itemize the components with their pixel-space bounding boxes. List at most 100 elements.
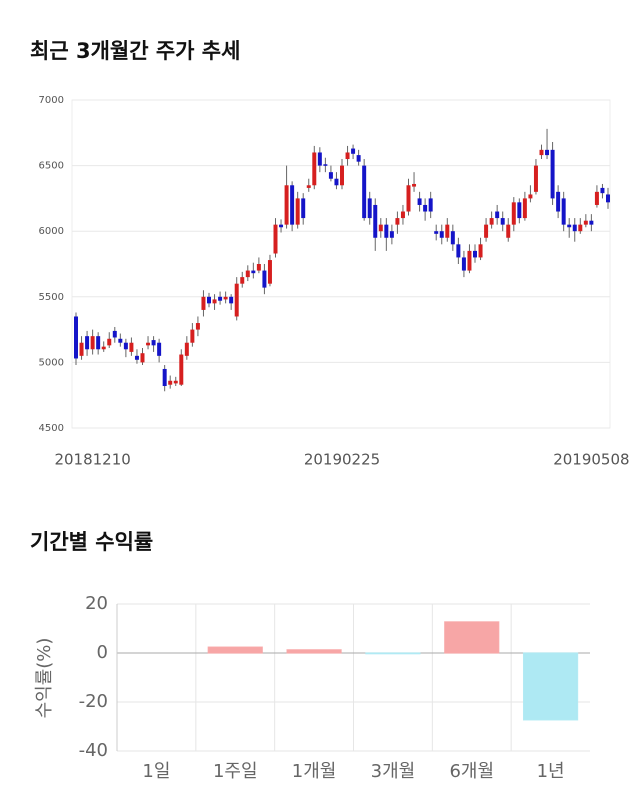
candle-body bbox=[146, 342, 151, 346]
candle-body bbox=[351, 148, 356, 154]
y-tick-label: 7000 bbox=[39, 95, 64, 106]
candle-body bbox=[517, 202, 522, 219]
candle-body bbox=[267, 260, 272, 284]
candle-body bbox=[556, 191, 561, 212]
candle-body bbox=[256, 264, 261, 271]
y-tick-label: 20 bbox=[85, 593, 108, 614]
candle-body bbox=[201, 296, 206, 310]
candle-body bbox=[434, 231, 439, 234]
candle-body bbox=[473, 250, 477, 258]
candle-body bbox=[74, 316, 78, 359]
candle-body bbox=[439, 231, 444, 238]
y-tick-label: 5000 bbox=[39, 357, 64, 368]
candle-body bbox=[594, 191, 599, 205]
candle-body bbox=[301, 198, 306, 219]
x-tick-label: 1일 bbox=[142, 761, 170, 782]
candle-body bbox=[572, 224, 577, 232]
bar bbox=[522, 652, 579, 721]
candle-body bbox=[545, 149, 550, 156]
y-tick-label: -20 bbox=[79, 691, 108, 712]
candle-body bbox=[600, 187, 605, 194]
y-tick-label: -40 bbox=[79, 740, 108, 761]
bar bbox=[444, 621, 500, 654]
plot-frame bbox=[71, 99, 611, 429]
candle-body bbox=[129, 342, 134, 352]
candle-body bbox=[190, 329, 195, 343]
y-axis-title: 수익률(%) bbox=[34, 638, 55, 719]
candle-body bbox=[522, 198, 527, 219]
candle-body bbox=[295, 198, 300, 225]
chart-title: 기간별 수익률 bbox=[30, 530, 153, 554]
candle-body bbox=[506, 224, 511, 238]
candle-body bbox=[356, 155, 361, 162]
candle-body bbox=[123, 342, 128, 350]
y-tick-label: 4500 bbox=[39, 423, 64, 434]
candle-body bbox=[79, 342, 84, 356]
candle-body bbox=[450, 231, 455, 245]
candle-body bbox=[262, 270, 267, 288]
candle-body bbox=[90, 336, 95, 350]
candle-body bbox=[273, 224, 278, 254]
candle-body bbox=[539, 149, 544, 156]
candle-body bbox=[140, 353, 145, 363]
candle-body bbox=[284, 185, 289, 225]
candle-body bbox=[406, 185, 411, 212]
candle-body bbox=[528, 194, 533, 199]
y-tick-label: 5500 bbox=[39, 292, 64, 303]
candle-body bbox=[134, 355, 139, 360]
candle-body bbox=[467, 250, 472, 271]
bar bbox=[365, 652, 421, 655]
candle-body bbox=[251, 270, 256, 274]
candle-body bbox=[234, 283, 239, 317]
candle-body bbox=[384, 224, 389, 238]
candle-body bbox=[240, 277, 245, 284]
x-tick-label: 1년 bbox=[537, 761, 565, 782]
y-tick-label: 6000 bbox=[39, 226, 64, 237]
candle-body bbox=[367, 198, 372, 219]
candle-body bbox=[461, 257, 466, 271]
candle-body bbox=[456, 244, 461, 258]
candle-body bbox=[151, 340, 156, 346]
y-tick-label: 0 bbox=[97, 642, 108, 663]
candle-body bbox=[583, 220, 588, 225]
candle-body bbox=[101, 346, 106, 350]
candle-body bbox=[589, 220, 594, 225]
candle-body bbox=[212, 299, 217, 304]
candle-body bbox=[306, 185, 311, 188]
candle-body bbox=[168, 380, 173, 385]
candle-body bbox=[290, 185, 295, 225]
candle-body bbox=[157, 342, 162, 356]
candle-body bbox=[245, 270, 250, 278]
candle-body bbox=[428, 198, 433, 212]
candle-body bbox=[223, 296, 228, 300]
x-tick-label: 3개월 bbox=[371, 761, 416, 782]
candle-body bbox=[85, 336, 90, 350]
candle-body bbox=[118, 338, 123, 343]
x-tick-label: 1주일 bbox=[213, 761, 258, 782]
candle-body bbox=[328, 172, 333, 179]
candle-body bbox=[218, 296, 223, 301]
candle-body bbox=[107, 338, 112, 346]
candle-body bbox=[312, 152, 317, 186]
candle-body bbox=[484, 224, 489, 238]
candle-body bbox=[567, 224, 572, 228]
candle-body bbox=[412, 183, 417, 187]
candle-body bbox=[417, 198, 422, 205]
candle-body bbox=[207, 296, 211, 304]
candle-body bbox=[445, 224, 450, 238]
candle-body bbox=[389, 231, 394, 238]
candle-body bbox=[423, 204, 428, 212]
candle-body bbox=[345, 152, 350, 160]
candle-body bbox=[323, 164, 328, 166]
candle-body bbox=[500, 218, 505, 225]
candle-body bbox=[511, 202, 516, 225]
bar bbox=[207, 646, 263, 654]
candle-body bbox=[317, 152, 322, 166]
candle-body bbox=[489, 218, 494, 225]
candle-body bbox=[195, 323, 200, 330]
candle-body bbox=[229, 296, 234, 304]
x-tick-label: 20190508 bbox=[553, 451, 629, 469]
x-tick-label: 20190225 bbox=[304, 451, 380, 469]
